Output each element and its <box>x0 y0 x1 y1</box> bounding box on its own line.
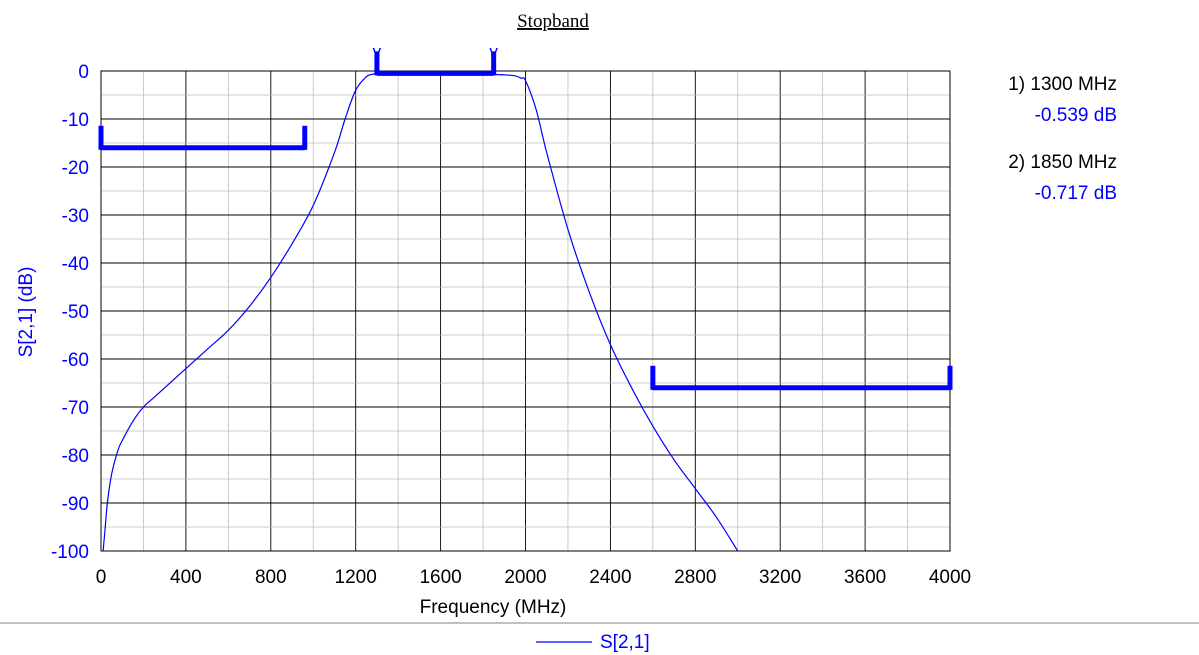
x-tick-label: 3200 <box>759 567 801 588</box>
mask-line <box>374 51 497 76</box>
y-tick-label: -10 <box>62 110 89 131</box>
mask-line <box>650 365 953 391</box>
legend-label-s21: S[2,1] <box>600 632 650 653</box>
series-group <box>102 72 739 552</box>
y-tick-label: 0 <box>78 62 89 83</box>
x-tick-label: 4000 <box>929 567 971 588</box>
x-tick-label: 3600 <box>844 567 886 588</box>
y-tick-label: -50 <box>62 302 89 323</box>
x-tick-label: 800 <box>255 567 287 588</box>
y-tick-label: -100 <box>51 542 89 563</box>
x-tick-label: 2000 <box>504 567 546 588</box>
x-tick-label: 0 <box>96 567 107 588</box>
tick-labels: 0 400 800 1200 1600 2000 2400 2800 3200 3600 4000 0… <box>51 62 971 588</box>
grid <box>100 70 951 552</box>
y-tick-label: -90 <box>62 494 89 515</box>
y-tick-label: -80 <box>62 446 89 467</box>
mask-line <box>98 125 308 151</box>
chart-title: Stopband <box>517 11 589 32</box>
marker-readout-label: 2) 1850 MHz <box>1008 152 1117 173</box>
x-tick-label: 2400 <box>589 567 631 588</box>
y-tick-label: -40 <box>62 254 89 275</box>
plot-border <box>100 70 951 552</box>
series-line-s21 <box>102 72 739 552</box>
x-tick-label: 1200 <box>335 567 377 588</box>
x-axis-label: Frequency (MHz) <box>420 597 567 618</box>
y-tick-label: -20 <box>62 158 89 179</box>
marker-symbol: v <box>489 42 498 61</box>
x-tick-label: 1600 <box>419 567 461 588</box>
y-tick-label: -30 <box>62 206 89 227</box>
markers: v 1) 1300 MHz -0.539 dB v 2) 1850 MHz -0.717 … <box>373 42 1117 204</box>
x-tick-label: 400 <box>170 567 202 588</box>
x-tick-label: 2800 <box>674 567 716 588</box>
y-axis-label: S[2,1] (dB) <box>16 267 37 358</box>
y-tick-label: -70 <box>62 398 89 419</box>
marker-symbol: v <box>373 42 382 61</box>
legend: S[2,1] <box>536 632 650 653</box>
marker-readout-value: -0.539 dB <box>1035 105 1117 126</box>
y-tick-label: -60 <box>62 350 89 371</box>
marker-readout-label: 1) 1300 MHz <box>1008 74 1117 95</box>
marker-readout-value: -0.717 dB <box>1035 183 1117 204</box>
